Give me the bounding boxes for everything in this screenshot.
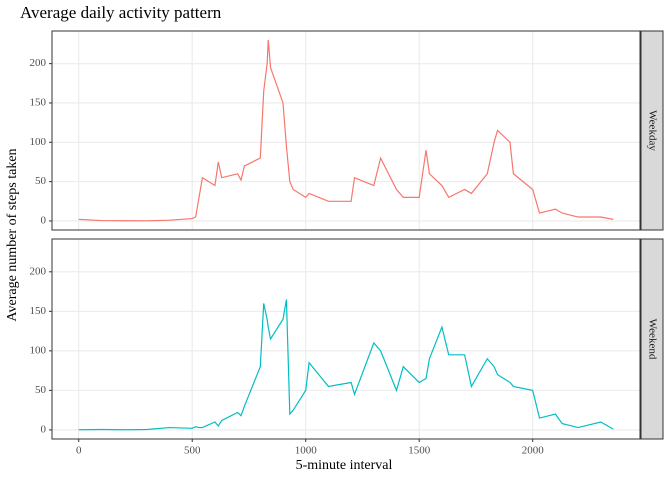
facet-strip (640, 238, 664, 440)
y-tick-label: 0 (41, 214, 47, 226)
y-tick-label: 200 (30, 57, 47, 69)
panel-border (51, 238, 641, 440)
x-tick-label: 500 (184, 445, 201, 457)
y-tick-label: 50 (35, 175, 47, 187)
panel-border (51, 30, 641, 231)
data-line (78, 40, 614, 222)
y-tick-label: 0 (41, 423, 47, 435)
x-tick-label: 0 (76, 445, 82, 457)
x-tick-label: 1500 (408, 445, 431, 457)
y-tick-label: 50 (35, 384, 47, 396)
x-tick-label: 1000 (295, 445, 318, 457)
facet-strip (640, 30, 664, 231)
chart-title: Average daily activity pattern (20, 3, 222, 22)
y-tick-label: 100 (30, 136, 47, 148)
y-tick-label: 200 (30, 265, 47, 277)
y-tick-label: 150 (30, 305, 47, 317)
y-tick-label: 150 (30, 97, 47, 109)
y-tick-label: 100 (30, 344, 47, 356)
data-line (78, 299, 614, 431)
facet-label: Weekday (646, 110, 658, 151)
facet-label: Weekend (646, 319, 658, 360)
x-tick-label: 2000 (522, 445, 545, 457)
x-axis-label: 5-minute interval (296, 458, 393, 473)
y-axis-label: Average number of steps taken (5, 148, 20, 321)
